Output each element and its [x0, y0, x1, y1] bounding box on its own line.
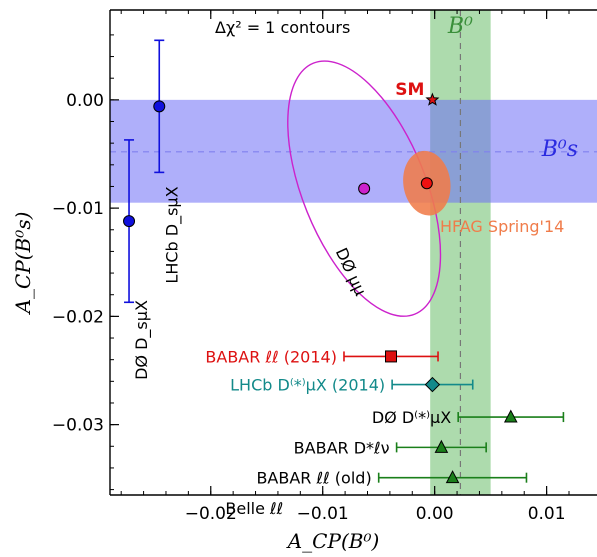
- y-tick-label: −0.01: [52, 199, 104, 219]
- b0-meas-point: [445, 470, 460, 484]
- b0-meas-label: BABAR ℓℓ (old): [256, 469, 371, 488]
- bs-meas-point: [153, 100, 166, 113]
- hfag-point: [420, 177, 433, 190]
- b0-meas-label: DØ D⁽*⁾μX: [372, 408, 451, 427]
- y-tick-label: 0.00: [66, 91, 104, 111]
- lhcb-dsmux-label: LHCb D_sμX: [162, 186, 182, 283]
- b0-meas-point: [503, 409, 518, 423]
- bs-band-label: B⁰s: [541, 137, 578, 162]
- y-axis-title: A_CP(B⁰s): [11, 212, 35, 316]
- b0-meas-label: LHCb D⁽*⁾μX (2014): [230, 376, 385, 395]
- d0-mumu-point: [358, 182, 371, 195]
- x-tick-label: 0.01: [528, 504, 566, 524]
- bs-meas-point: [123, 215, 136, 228]
- d0-dsmux-label: DØ D_sμX: [132, 300, 152, 380]
- b0-meas-label: Belle ℓℓ: [225, 499, 283, 518]
- x-tick-label: −0.01: [297, 504, 349, 524]
- b0-meas-point: [434, 439, 449, 453]
- x-tick-label: 0.00: [416, 504, 454, 524]
- d0-mumu-label: DØ μμ: [332, 245, 371, 299]
- x-axis-title: A_CP(B⁰): [286, 529, 380, 553]
- b0-meas-label: BABAR D*ℓν: [294, 438, 390, 457]
- hfag-label: HFAG Spring'14: [440, 217, 564, 236]
- b0-meas-label: BABAR ℓℓ (2014): [205, 347, 337, 366]
- b0-meas-point: [385, 350, 398, 363]
- sm-label: SM: [395, 80, 424, 100]
- chart-title: Δχ² = 1 contours: [215, 18, 350, 37]
- y-tick-label: −0.03: [52, 416, 104, 436]
- sm-star-marker: [425, 92, 440, 106]
- y-tick-label: −0.02: [52, 307, 104, 327]
- x-tick-label: −0.02: [185, 504, 237, 524]
- b0-band-label: B⁰: [447, 14, 473, 39]
- b0-meas-point: [424, 376, 441, 393]
